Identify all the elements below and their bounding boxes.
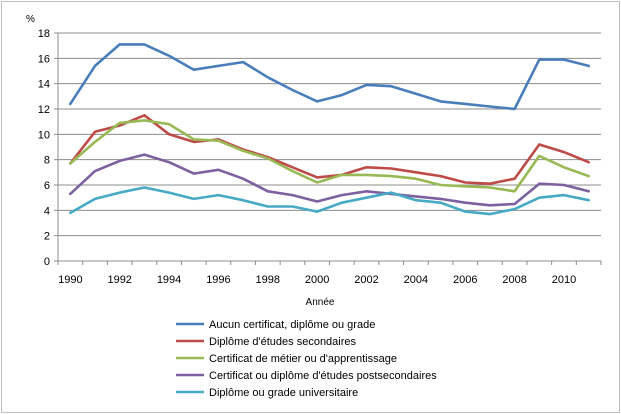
series-line-3 [69,119,591,193]
x-tick-label: 1990 [58,274,82,286]
axes [54,32,602,265]
x-tick-label: 2004 [404,274,428,286]
x-tick-label: 1998 [256,274,280,286]
y-tick-label: 12 [38,104,50,116]
y-tick-label: 16 [38,53,50,65]
x-tick-label: 1996 [206,274,230,286]
legend: Aucun certificat, diplôme ou grade Diplôm… [176,319,437,399]
y-tick-label: 0 [44,256,50,268]
series-line-2 [69,114,591,185]
x-tick-label: 2010 [552,274,576,286]
series-line-1 [69,43,591,111]
series-line-4 [69,153,591,207]
y-tick-label: 18 [38,28,50,40]
y-tick-labels: 0 2 4 6 8 10 12 14 16 18 [38,28,50,268]
x-tick-label: 2006 [453,274,477,286]
y-tick-label: 6 [44,180,50,192]
legend-label-5: Diplôme ou grade universitaire [209,387,358,399]
x-tick-label: 1994 [157,274,181,286]
y-tick-label: 2 [44,231,50,243]
x-axis-label: Année [306,297,335,308]
x-tick-label: 1992 [107,274,131,286]
y-tick-label: 4 [44,205,50,217]
x-tick-labels: 1990 1992 1994 1996 1998 2000 2002 2004 2006 2008… [58,274,576,286]
gridlines [58,32,601,237]
legend-label-1: Aucun certificat, diplôme ou grade [209,319,375,331]
x-tick-label: 2002 [354,274,378,286]
y-axis-label: % [26,14,35,25]
series-line-5 [69,186,591,216]
legend-label-2: Diplôme d'études secondaires [209,336,357,348]
y-tick-label: 14 [38,79,50,91]
legend-label-3: Certificat de métier ou d'apprentissage [209,353,397,365]
x-tick-label: 2000 [305,274,329,286]
y-tick-label: 8 [44,155,50,167]
y-tick-label: 10 [38,129,50,141]
x-tick-label: 2008 [502,274,526,286]
legend-label-4: Certificat ou diplôme d'études postsecon… [209,370,437,382]
series-lines [69,43,591,216]
